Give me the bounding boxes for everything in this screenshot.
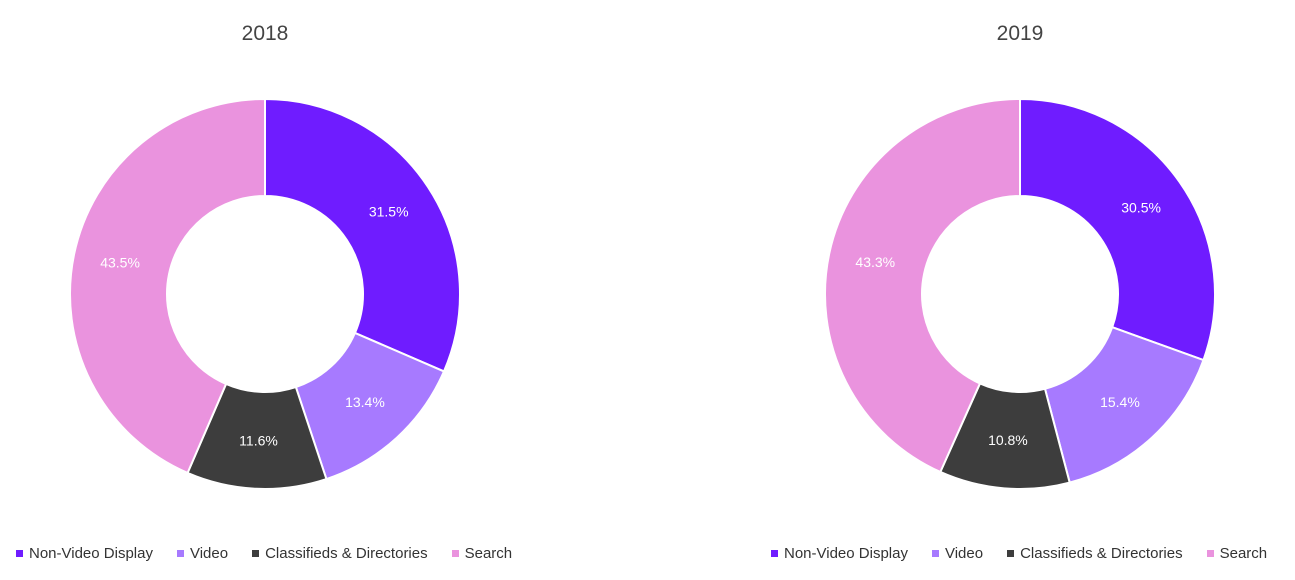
- legend-label: Search: [1219, 545, 1268, 562]
- legend-label: Video: [944, 545, 984, 562]
- data-label-video: 15.4%: [1100, 394, 1140, 410]
- slice-video: [1043, 325, 1205, 484]
- legend-swatch: [176, 550, 184, 557]
- legend-swatch: [931, 550, 939, 557]
- data-label-video: 13.4%: [345, 394, 385, 410]
- legend-swatch: [1007, 550, 1015, 557]
- chart-title: 2018: [241, 22, 289, 45]
- slice-non-video-display: [264, 97, 461, 373]
- data-label-non-video-display: 30.5%: [1121, 200, 1161, 216]
- donut-chart-2019: 2019 30.5% 15.4% 10.8% 43.3% Non-Video Disp…: [755, 0, 1295, 580]
- data-label-search: 43.3%: [855, 254, 895, 270]
- legend-item-video: Video: [931, 545, 984, 562]
- legend-item-classifieds-directories: Classifieds & Directories: [1007, 545, 1183, 562]
- data-label-classifieds-directories: 11.6%: [239, 433, 278, 449]
- legend-item-search: Search: [451, 545, 513, 562]
- legend-swatch: [771, 550, 778, 557]
- slice-non-video-display: [1019, 97, 1216, 362]
- data-label-classifieds-directories: 10.8%: [988, 432, 1028, 448]
- legend-item-classifieds-directories: Classifieds & Directories: [252, 545, 428, 562]
- donut-svg: 30.5% 15.4% 10.8% 43.3%: [824, 97, 1216, 490]
- data-label-search: 43.5%: [100, 255, 140, 271]
- legend-label: Search: [464, 545, 513, 562]
- slice-search: [69, 97, 266, 475]
- legend-item-search: Search: [1206, 545, 1268, 562]
- legend-label: Video: [189, 545, 229, 562]
- legend: Non-Video Display Video Classifieds & Di…: [771, 545, 1291, 562]
- chart-title: 2019: [996, 22, 1044, 45]
- donut-svg: 31.5% 13.4% 11.6% 43.5%: [69, 97, 461, 490]
- slice-search: [824, 97, 1021, 474]
- data-label-non-video-display: 31.5%: [369, 203, 409, 219]
- legend-swatch: [1206, 550, 1214, 557]
- donut-chart-2018: 2018 31.5% 13.4% 11.6% 43.5% Non-Video Disp…: [0, 0, 600, 580]
- legend-label: Non-Video Display: [29, 545, 153, 562]
- legend: Non-Video Display Video Classifieds & Di…: [16, 545, 536, 562]
- legend-swatch: [16, 550, 23, 557]
- legend-item-video: Video: [176, 545, 229, 562]
- legend-label: Classifieds & Directories: [265, 545, 428, 562]
- legend-item-non-video-display: Non-Video Display: [771, 545, 908, 562]
- legend-label: Classifieds & Directories: [1020, 545, 1183, 562]
- legend-item-non-video-display: Non-Video Display: [16, 545, 153, 562]
- legend-swatch: [451, 550, 459, 557]
- legend-swatch: [252, 550, 260, 557]
- legend-label: Non-Video Display: [784, 545, 908, 562]
